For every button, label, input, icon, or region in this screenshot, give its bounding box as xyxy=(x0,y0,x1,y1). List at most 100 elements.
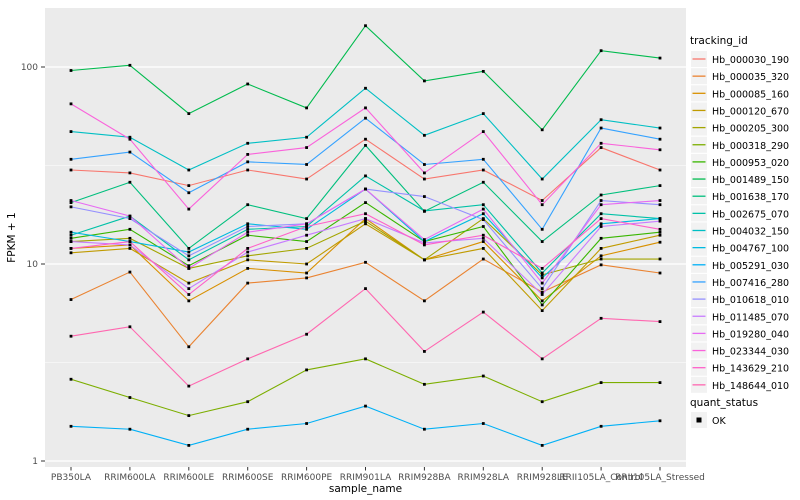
data-point-Hb_011485_070 xyxy=(69,240,73,243)
data-point-Hb_000120_670 xyxy=(128,247,132,250)
data-point-Hb_001489_150 xyxy=(599,49,603,53)
data-point-Hb_000120_670 xyxy=(364,222,367,226)
data-point-Hb_000085_160 xyxy=(599,254,603,258)
data-point-Hb_000318_290 xyxy=(305,368,308,372)
data-point-Hb_011485_070 xyxy=(128,243,132,247)
data-point-Hb_002675_070 xyxy=(540,271,544,275)
x-tick-label-RRIM600LE: RRIM600LE xyxy=(163,473,214,483)
data-point-Hb_143629_210 xyxy=(364,212,367,216)
data-point-Hb_011485_070 xyxy=(305,233,308,237)
data-point-Hb_002675_070 xyxy=(423,209,426,213)
data-point-Hb_000205_300 xyxy=(364,219,367,223)
legend-label-Hb_002675_070: Hb_002675_070 xyxy=(712,209,789,220)
data-point-Hb_011485_070 xyxy=(187,287,191,291)
data-point-Hb_000953_020 xyxy=(246,233,250,237)
data-point-Hb_005291_030 xyxy=(540,444,544,447)
data-point-Hb_000035_320 xyxy=(481,257,485,261)
data-point-Hb_004767_100 xyxy=(69,230,73,234)
data-point-Hb_000085_160 xyxy=(305,271,308,275)
data-point-Hb_143629_210 xyxy=(187,293,191,296)
legend-label-Hb_143629_210: Hb_143629_210 xyxy=(712,364,789,375)
data-point-Hb_148644_010 xyxy=(423,350,426,353)
data-point-Hb_023344_030 xyxy=(599,141,603,145)
data-point-Hb_010618_010 xyxy=(658,203,662,207)
data-point-Hb_000120_670 xyxy=(599,247,603,250)
y-tick-label-100: 100 xyxy=(21,63,38,73)
data-point-Hb_000030_190 xyxy=(423,177,426,181)
data-point-Hb_005291_030 xyxy=(246,427,250,431)
x-tick-label-RRII105LA_Control: RRII105LA_Control xyxy=(559,473,642,483)
data-point-Hb_148644_010 xyxy=(187,384,191,388)
data-point-Hb_143629_210 xyxy=(658,227,662,231)
data-point-Hb_004032_150 xyxy=(364,86,367,90)
legend-title-tracking-id: tracking_id xyxy=(690,35,748,47)
legend-label-Hb_023344_030: Hb_023344_030 xyxy=(712,347,789,358)
data-point-Hb_011485_070 xyxy=(364,217,367,221)
data-point-Hb_000035_320 xyxy=(187,345,191,349)
data-point-Hb_001489_150 xyxy=(364,24,367,28)
data-point-Hb_000085_160 xyxy=(540,299,544,303)
data-point-Hb_023344_030 xyxy=(481,130,485,133)
data-point-Hb_002675_070 xyxy=(246,227,250,231)
legend-title-quant-status: quant_status xyxy=(690,397,758,409)
data-point-Hb_019280_040 xyxy=(481,207,485,211)
data-point-Hb_148644_010 xyxy=(540,357,544,361)
data-point-Hb_010618_010 xyxy=(246,225,250,228)
data-point-Hb_023344_030 xyxy=(658,148,662,152)
data-point-Hb_001638_170 xyxy=(481,180,485,184)
data-point-Hb_019280_040 xyxy=(364,187,367,191)
data-point-Hb_148644_010 xyxy=(599,316,603,320)
data-point-Hb_000205_300 xyxy=(246,254,250,258)
data-point-Hb_007416_280 xyxy=(658,137,662,141)
legend-label-Hb_007416_280: Hb_007416_280 xyxy=(712,278,789,289)
legend-label-quant-ok: OK xyxy=(712,416,726,427)
data-point-Hb_001489_150 xyxy=(540,128,544,132)
data-point-Hb_004032_150 xyxy=(305,135,308,139)
data-point-Hb_000030_190 xyxy=(540,199,544,202)
data-point-Hb_000953_020 xyxy=(187,264,191,268)
data-point-Hb_004767_100 xyxy=(305,227,308,231)
data-point-Hb_000953_020 xyxy=(128,227,132,231)
data-point-Hb_001489_150 xyxy=(423,79,426,83)
data-point-Hb_000953_020 xyxy=(599,236,603,240)
data-point-Hb_000120_670 xyxy=(658,233,662,237)
legend-label-Hb_004032_150: Hb_004032_150 xyxy=(712,227,789,238)
data-point-Hb_004032_150 xyxy=(540,177,544,181)
data-point-Hb_000030_190 xyxy=(599,146,603,149)
x-tick-label-RRIM928LE: RRIM928LE xyxy=(517,473,568,483)
data-point-Hb_000953_020 xyxy=(305,240,308,243)
data-point-Hb_000120_670 xyxy=(69,251,73,255)
data-point-Hb_019280_040 xyxy=(599,203,603,207)
data-point-Hb_019280_040 xyxy=(305,222,308,226)
data-point-Hb_001489_150 xyxy=(481,69,485,73)
data-point-Hb_001638_170 xyxy=(69,201,73,204)
data-point-Hb_010618_010 xyxy=(481,218,485,222)
legend-label-Hb_000205_300: Hb_000205_300 xyxy=(712,124,789,135)
data-point-Hb_143629_210 xyxy=(69,247,73,250)
data-point-Hb_005291_030 xyxy=(658,419,662,423)
data-point-Hb_143629_210 xyxy=(481,233,485,237)
data-point-Hb_007416_280 xyxy=(246,160,250,164)
data-point-Hb_000035_320 xyxy=(364,260,367,264)
data-point-Hb_000953_020 xyxy=(658,230,662,234)
data-point-Hb_004767_100 xyxy=(658,217,662,221)
data-point-Hb_004767_100 xyxy=(599,222,603,226)
data-point-Hb_023344_030 xyxy=(187,207,191,211)
x-tick-label-RRIM600SE: RRIM600SE xyxy=(222,473,274,483)
data-point-Hb_001638_170 xyxy=(540,240,544,243)
x-tick-label-RRIM901LA: RRIM901LA xyxy=(340,473,392,483)
data-point-Hb_004767_100 xyxy=(187,250,191,254)
data-point-Hb_004032_150 xyxy=(69,130,73,133)
data-point-Hb_001489_150 xyxy=(128,63,132,67)
legend-label-Hb_000030_190: Hb_000030_190 xyxy=(712,55,789,66)
x-tick-label-RRII105LA_Stressed: RRII105LA_Stressed xyxy=(615,473,705,483)
data-point-Hb_010618_010 xyxy=(69,205,73,209)
data-point-Hb_000030_190 xyxy=(69,168,73,172)
data-point-Hb_002675_070 xyxy=(69,233,73,237)
data-point-Hb_001489_150 xyxy=(187,112,191,116)
data-point-Hb_007416_280 xyxy=(364,116,367,120)
data-point-Hb_143629_210 xyxy=(246,247,250,250)
data-point-Hb_000318_290 xyxy=(69,377,73,381)
